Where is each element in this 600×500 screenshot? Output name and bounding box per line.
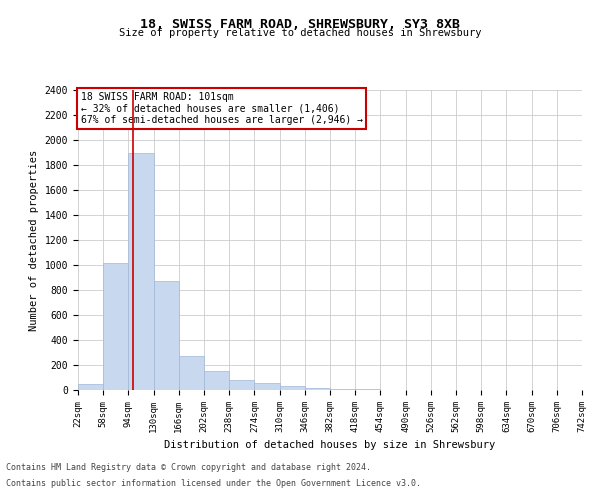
Bar [229, 380, 254, 390]
Text: 18 SWISS FARM ROAD: 101sqm
← 32% of detached houses are smaller (1,406)
67% of s: 18 SWISS FARM ROAD: 101sqm ← 32% of deta… [80, 92, 362, 124]
Bar [204, 371, 229, 390]
Text: 18, SWISS FARM ROAD, SHREWSBURY, SY3 8XB: 18, SWISS FARM ROAD, SHREWSBURY, SY3 8XB [140, 18, 460, 30]
Bar [179, 356, 204, 390]
Bar [330, 389, 355, 390]
Bar [254, 382, 280, 390]
Bar [280, 386, 305, 390]
Text: Contains HM Land Registry data © Crown copyright and database right 2024.: Contains HM Land Registry data © Crown c… [6, 464, 371, 472]
Y-axis label: Number of detached properties: Number of detached properties [29, 150, 39, 330]
Bar [305, 388, 330, 390]
Bar [103, 262, 128, 390]
Text: Contains public sector information licensed under the Open Government Licence v3: Contains public sector information licen… [6, 478, 421, 488]
Bar [154, 281, 179, 390]
X-axis label: Distribution of detached houses by size in Shrewsbury: Distribution of detached houses by size … [164, 440, 496, 450]
Bar [128, 152, 154, 390]
Bar [78, 384, 103, 390]
Text: Size of property relative to detached houses in Shrewsbury: Size of property relative to detached ho… [119, 28, 481, 38]
